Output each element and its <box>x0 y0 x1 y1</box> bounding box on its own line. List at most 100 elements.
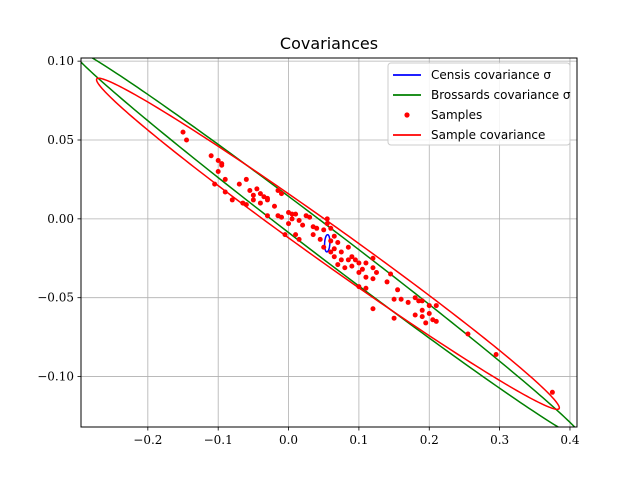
sample-point <box>247 187 253 193</box>
sample-point <box>250 197 256 203</box>
sample-point <box>324 216 330 222</box>
legend-entry-censis: Censis covariance σ <box>431 68 551 82</box>
sample-point <box>215 169 221 175</box>
sample-point <box>370 306 376 312</box>
legend-box <box>387 62 571 146</box>
sample-point <box>349 263 355 269</box>
axis-ticks: −0.2 −0.1 0.0 0.1 0.2 0.3 0.4 −0.10 −0.05 0.00 0.0… <box>37 54 580 447</box>
sample-point <box>331 254 337 260</box>
sample-point <box>370 255 376 261</box>
sample-point <box>275 187 281 193</box>
sample-point <box>405 299 411 305</box>
sample-point <box>356 284 362 290</box>
sample-point <box>335 262 341 268</box>
sample-point <box>212 181 218 187</box>
sample-point <box>423 320 429 326</box>
sample-point <box>345 257 351 263</box>
sample-point <box>236 181 242 187</box>
y-tick-label: 0.00 <box>47 212 74 226</box>
sample-point <box>250 192 256 198</box>
sample-point <box>254 186 260 192</box>
sample-point <box>296 236 302 242</box>
sample-point <box>433 303 439 309</box>
x-tick-label: 0.4 <box>560 433 579 447</box>
sample-point <box>289 211 295 217</box>
legend: Censis covariance σ Brossards covariance … <box>387 62 571 146</box>
sample-point <box>264 213 270 219</box>
x-tick-label: −0.2 <box>133 433 162 447</box>
sample-point <box>356 269 362 275</box>
sample-point <box>549 389 555 395</box>
sample-point <box>219 161 225 167</box>
sample-point <box>419 314 425 320</box>
sample-point <box>356 260 362 266</box>
sample-covariance-ellipse <box>95 77 561 411</box>
sample-point <box>222 176 228 182</box>
sample-point <box>412 312 418 318</box>
x-tick-label: 0.2 <box>420 433 439 447</box>
legend-swatch <box>404 112 410 118</box>
plot-frame <box>80 57 578 428</box>
sample-point <box>465 331 471 337</box>
sample-point <box>331 233 337 239</box>
sample-point <box>296 217 302 223</box>
sample-point <box>307 214 313 220</box>
sample-point <box>391 296 397 302</box>
sample-point <box>328 238 334 244</box>
legend-entry-samples: Samples <box>431 108 482 122</box>
sample-point <box>324 221 330 227</box>
sample-point <box>257 191 263 197</box>
sample-point <box>384 279 390 285</box>
sample-point <box>370 265 376 271</box>
sample-point <box>363 274 369 280</box>
sample-point <box>349 254 355 260</box>
y-tick-label: −0.10 <box>37 370 74 384</box>
sample-point <box>208 153 214 159</box>
y-tick-label: 0.10 <box>47 54 74 68</box>
sample-point <box>282 232 288 238</box>
x-tick-label: −0.1 <box>204 433 233 447</box>
legend-entry-brossards: Brossards covariance σ <box>431 88 571 102</box>
sample-point <box>243 176 249 182</box>
sample-point <box>314 225 320 231</box>
x-tick-label: 0.0 <box>279 433 298 447</box>
brossards-covariance-ellipse <box>81 58 576 427</box>
sample-point <box>426 303 432 309</box>
sample-point <box>416 298 422 304</box>
sample-point <box>398 296 404 302</box>
sample-point <box>363 285 369 291</box>
sample-point <box>317 236 323 242</box>
sample-point <box>338 257 344 263</box>
y-tick-label: −0.05 <box>37 291 74 305</box>
sample-point <box>363 260 369 266</box>
sample-point <box>271 203 277 209</box>
sample-point <box>240 200 246 206</box>
y-tick-label: 0.05 <box>47 133 74 147</box>
sample-point <box>293 232 299 238</box>
sample-point <box>433 318 439 324</box>
sample-point <box>184 137 190 143</box>
x-tick-label: 0.1 <box>349 433 368 447</box>
sample-point <box>286 221 292 227</box>
sample-point <box>359 266 365 272</box>
sample-point <box>419 298 425 304</box>
sample-point <box>419 307 425 313</box>
sample-point <box>293 211 299 217</box>
sample-point <box>328 249 334 255</box>
sample-point <box>215 158 221 163</box>
chart-title: Covariances <box>280 34 378 53</box>
x-tick-label: 0.3 <box>490 433 509 447</box>
sample-point <box>342 265 348 271</box>
sample-point <box>345 244 351 250</box>
sample-point <box>279 214 285 220</box>
sample-point <box>264 195 270 201</box>
sample-point <box>412 295 418 301</box>
sample-point <box>395 287 401 293</box>
plot-area <box>81 58 576 427</box>
sample-point <box>388 271 394 277</box>
sample-point <box>279 191 285 197</box>
legend-entry-sample-covariance: Sample covariance <box>431 128 545 142</box>
sample-point <box>328 225 334 231</box>
sample-point <box>391 315 397 321</box>
